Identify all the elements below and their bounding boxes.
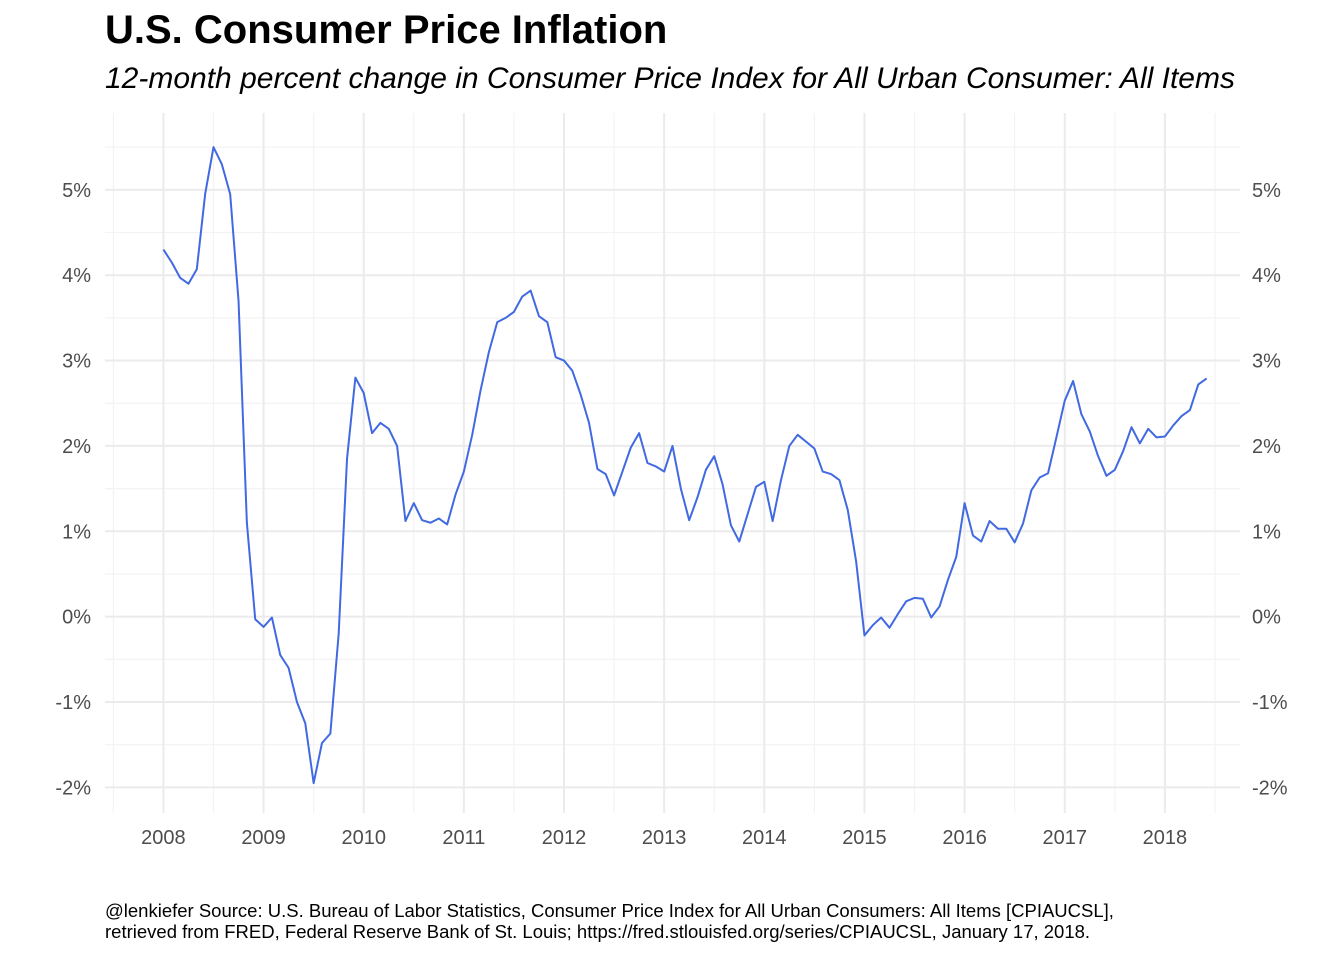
x-tick-label: 2008 [141, 827, 186, 849]
y-tick-label-right: 3% [1252, 351, 1281, 373]
x-tick-label: 2017 [1042, 827, 1087, 849]
source-caption: @lenkiefer Source: U.S. Bureau of Labor … [105, 900, 1114, 942]
caption-line-2: retrieved from FRED, Federal Reserve Ban… [105, 921, 1091, 942]
y-tick-label-left: 4% [62, 265, 91, 287]
x-tick-label: 2018 [1143, 827, 1188, 849]
y-tick-label-right: 5% [1252, 180, 1281, 202]
y-tick-label-right: 2% [1252, 436, 1281, 458]
chart-subtitle: 12-month percent change in Consumer Pric… [105, 62, 1235, 95]
y-tick-label-left: -2% [55, 777, 91, 799]
x-tick-label: 2016 [942, 827, 987, 849]
y-tick-label-right: 4% [1252, 265, 1281, 287]
x-tick-label: 2012 [542, 827, 587, 849]
series-line-cpi-inflation [162, 146, 1208, 785]
y-tick-label-left: 5% [62, 180, 91, 202]
x-tick-label: 2011 [442, 827, 485, 849]
x-tick-label: 2013 [642, 827, 687, 849]
x-tick-label: 2015 [842, 827, 887, 849]
x-tick-label: 2010 [341, 827, 386, 849]
x-tick-label: 2009 [241, 827, 286, 849]
y-tick-label-left: 2% [62, 436, 91, 458]
y-axis-left: -2% -1% 0% 1% 2% 3% 4% 5% [55, 180, 91, 800]
y-axis-right: -2% -1% 0% 1% 2% 3% 4% 5% [1252, 180, 1288, 800]
caption-line-1: @lenkiefer Source: U.S. Bureau of Labor … [105, 900, 1114, 921]
y-tick-label-right: -1% [1252, 692, 1288, 714]
x-axis: 2008 2009 2010 2011 2012 2013 2014 2015 2016 2017… [141, 827, 1187, 849]
y-tick-label-left: 1% [62, 521, 91, 543]
y-tick-label-right: 0% [1252, 607, 1281, 629]
y-tick-label-left: 0% [62, 607, 91, 629]
series-layer [162, 146, 1208, 785]
x-tick-label: 2014 [742, 827, 787, 849]
y-tick-label-right: -2% [1252, 777, 1288, 799]
chart-title: U.S. Consumer Price Inflation [105, 8, 668, 52]
y-tick-label-left: 3% [62, 351, 91, 373]
y-tick-label-left: -1% [55, 692, 91, 714]
gridlines [105, 113, 1240, 813]
y-tick-label-right: 1% [1252, 521, 1281, 543]
